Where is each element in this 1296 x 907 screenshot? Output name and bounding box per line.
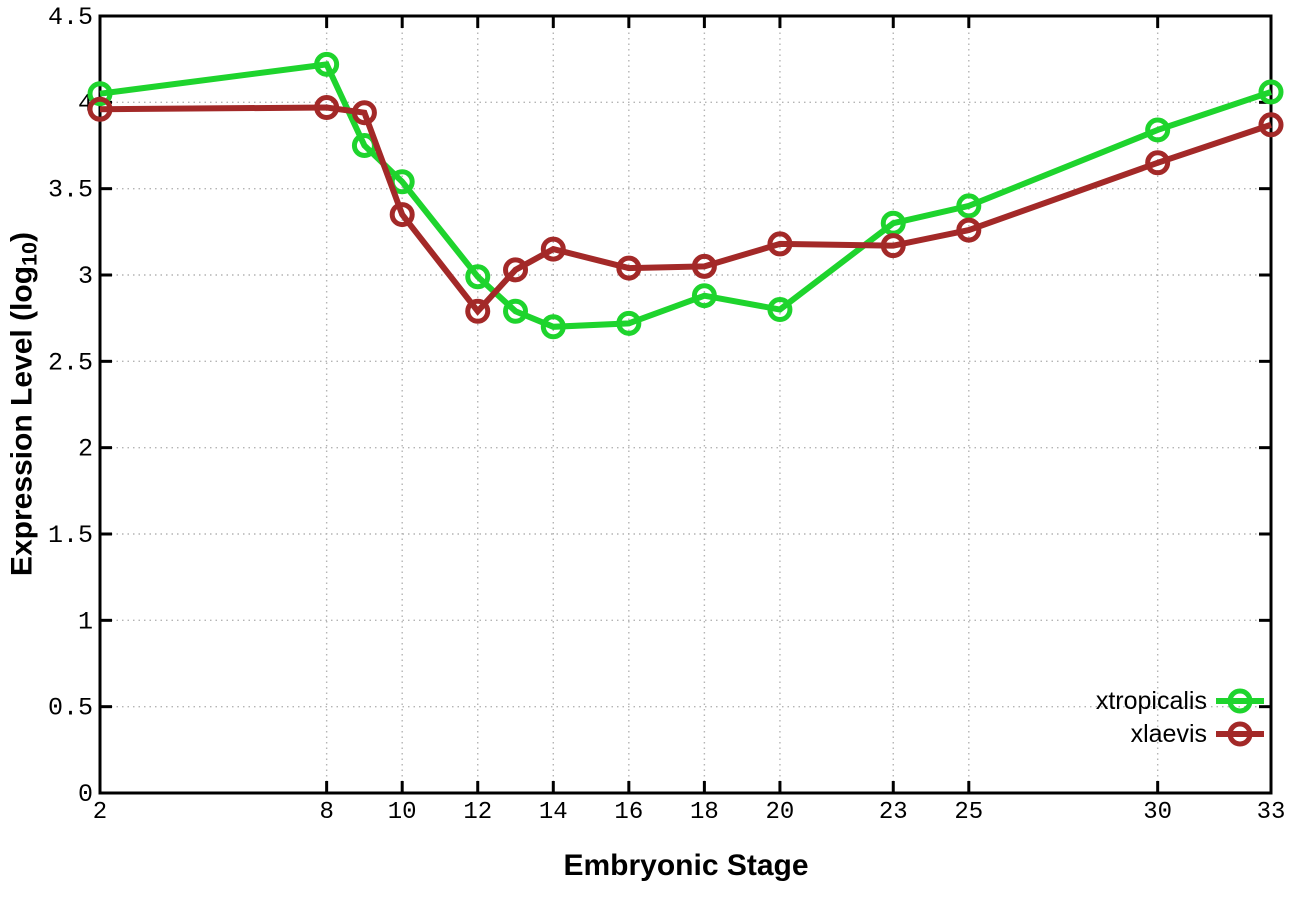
data-point-marker-xlaevis [1145, 150, 1171, 176]
y-axis-title: Expression Level (log10) [5, 231, 42, 577]
data-point-marker-xlaevis [616, 255, 642, 281]
data-point-marker-xtropicalis [1258, 79, 1284, 105]
data-point-marker-xlaevis [87, 96, 113, 122]
y-tick-label: 3 [78, 262, 93, 291]
data-point-marker-xlaevis [767, 231, 793, 257]
data-point-marker-xtropicalis [956, 193, 982, 219]
data-point-marker-xtropicalis [503, 298, 529, 324]
x-tick-label: 10 [388, 799, 417, 826]
x-tick-label: 2 [93, 799, 107, 826]
legend-label-xtropicalis: xtropicalis [1096, 687, 1207, 715]
y-tick-label: 2.5 [48, 348, 93, 377]
data-point-marker-xtropicalis [540, 314, 566, 340]
y-tick-label: 4.5 [48, 3, 93, 32]
data-point-marker-xlaevis [389, 202, 415, 228]
x-tick-label: 25 [954, 799, 983, 826]
x-tick-label: 30 [1143, 799, 1172, 826]
data-point-marker-xtropicalis [1145, 117, 1171, 143]
x-tick-label: 23 [879, 799, 908, 826]
data-point-marker-xlaevis [465, 298, 491, 324]
y-tick-label: 1 [78, 607, 93, 636]
data-point-marker-xtropicalis [314, 51, 340, 77]
series-line-xtropicalis [99, 61, 1272, 330]
x-tick-label: 12 [463, 799, 492, 826]
legend-marker-xlaevis [1227, 721, 1253, 747]
data-point-marker-xlaevis [956, 217, 982, 243]
y-tick-label: 2 [78, 435, 93, 464]
plot-border [98, 14, 1273, 795]
data-point-marker-xlaevis [314, 95, 340, 121]
data-point-marker-xtropicalis [767, 297, 793, 323]
y-tick-label: 1.5 [48, 521, 93, 550]
data-point-marker-xlaevis [540, 236, 566, 262]
x-tick-label: 33 [1257, 799, 1286, 826]
y-tick-label: 0 [78, 780, 93, 809]
y-tick-label: 3.5 [48, 176, 93, 205]
data-point-marker-xlaevis [1258, 112, 1284, 138]
x-tick-label: 16 [614, 799, 643, 826]
legend-label-xlaevis: xlaevis [1131, 720, 1207, 748]
data-point-marker-xlaevis [503, 257, 529, 283]
data-point-marker-xlaevis [351, 100, 377, 126]
x-axis-title: Embryonic Stage [563, 849, 809, 882]
y-tick-label: 0.5 [48, 694, 93, 723]
legend-marker-xtropicalis [1227, 688, 1253, 714]
x-tick-label: 8 [319, 799, 333, 826]
series-line-xlaevis [99, 104, 1272, 316]
data-point-marker-xlaevis [691, 253, 717, 279]
data-point-marker-xlaevis [880, 233, 906, 259]
data-point-marker-xtropicalis [691, 283, 717, 309]
x-tick-label: 18 [690, 799, 719, 826]
data-point-marker-xtropicalis [465, 264, 491, 290]
x-tick-label: 14 [539, 799, 568, 826]
data-point-marker-xtropicalis [616, 310, 642, 336]
data-point-marker-xtropicalis [87, 81, 113, 107]
x-tick-label: 20 [766, 799, 795, 826]
